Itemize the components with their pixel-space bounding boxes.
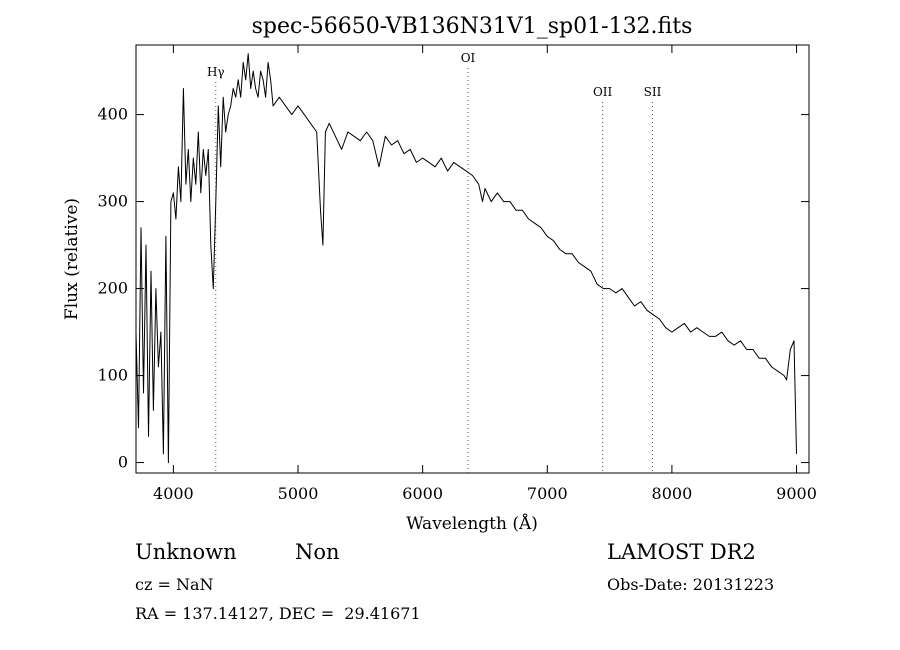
coordinates: RA = 137.14127, DEC = 29.41671 — [135, 604, 421, 623]
y-tick-label: 400 — [97, 105, 128, 124]
marker-label: SII — [644, 85, 662, 99]
y-tick-label: 0 — [118, 453, 128, 472]
x-axis-label: Wavelength (Å) — [406, 513, 538, 534]
subclass-label: Non — [295, 540, 340, 564]
x-tick-label: 6000 — [402, 484, 443, 503]
x-tick-label: 7000 — [527, 484, 568, 503]
chart-title: spec-56650-VB136N31V1_sp01-132.fits — [252, 14, 693, 39]
redshift-value: cz = NaN — [135, 575, 214, 594]
y-tick-label: 300 — [97, 192, 128, 211]
x-tick-label: 8000 — [652, 484, 693, 503]
plot-frame — [135, 44, 810, 474]
marker-label: Hγ — [207, 65, 225, 79]
emission-line-markers: Hγ OI OII SII — [207, 51, 662, 473]
axis-ticks: 4000 5000 6000 7000 8000 9000 0 100 200 300 400 — [97, 45, 817, 503]
survey-label: LAMOST DR2 — [607, 540, 756, 564]
class-label: Unknown — [135, 540, 237, 564]
y-tick-label: 200 — [97, 279, 128, 298]
x-tick-label: 4000 — [153, 484, 194, 503]
spectrum-series — [135, 53, 797, 464]
marker-label: OII — [593, 85, 613, 99]
x-tick-label: 5000 — [278, 484, 319, 503]
obs-date: Obs-Date: 20131223 — [607, 575, 775, 594]
x-tick-label: 9000 — [776, 484, 817, 503]
y-tick-label: 100 — [97, 366, 128, 385]
spectrum-line — [135, 53, 797, 464]
y-axis-label: Flux (relative) — [62, 198, 82, 320]
marker-label: OI — [461, 51, 476, 65]
